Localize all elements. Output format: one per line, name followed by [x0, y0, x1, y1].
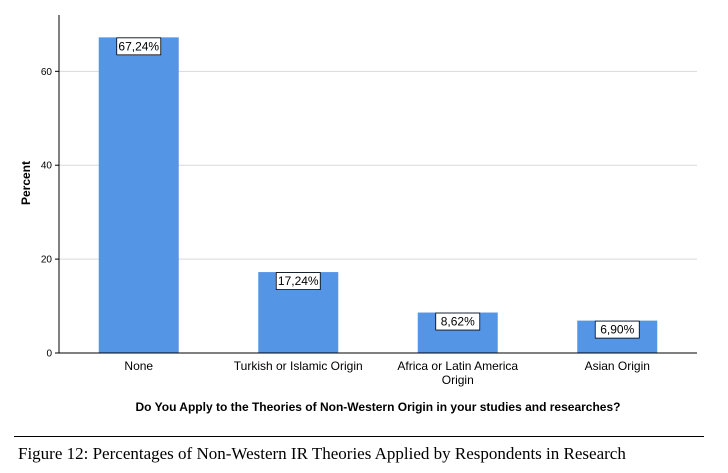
- category-label: Africa or Latin America Origin: [397, 359, 518, 387]
- x-axis-title: Do You Apply to the Theories of Non-West…: [136, 400, 621, 414]
- bar: [98, 37, 179, 354]
- data-label: 67,24%: [118, 39, 159, 53]
- data-label-box: [435, 312, 481, 331]
- category-label: None: [124, 359, 153, 373]
- category-label: Asian Origin: [585, 359, 650, 373]
- y-axis-title: Percent: [19, 161, 33, 205]
- labels: 0 20 40 60 67,24% None 17,24% Turkish or Islami…: [41, 37, 650, 387]
- bar-chart: 0 20 40 60 67,24% None 17,24% Turkish or Islami…: [19, 15, 697, 414]
- caption-rule: [14, 436, 704, 437]
- bars: [98, 37, 658, 354]
- y-tick-label: 40: [41, 161, 53, 172]
- category-label: Turkish or Islamic Origin: [234, 359, 363, 373]
- data-label: 17,24%: [278, 274, 319, 288]
- y-tick-label: 20: [41, 255, 53, 266]
- y-tick-label: 60: [41, 67, 53, 78]
- figure-caption: Figure 12: Percentages of Non-Western IR…: [18, 444, 626, 463]
- data-label-box: [594, 320, 640, 339]
- y-tick-label: 0: [46, 349, 52, 360]
- data-label: 6,90%: [600, 323, 634, 337]
- data-label-box: [275, 272, 321, 290]
- data-label-box: [116, 37, 162, 56]
- data-label: 8,62%: [441, 315, 475, 329]
- axes: [55, 15, 697, 354]
